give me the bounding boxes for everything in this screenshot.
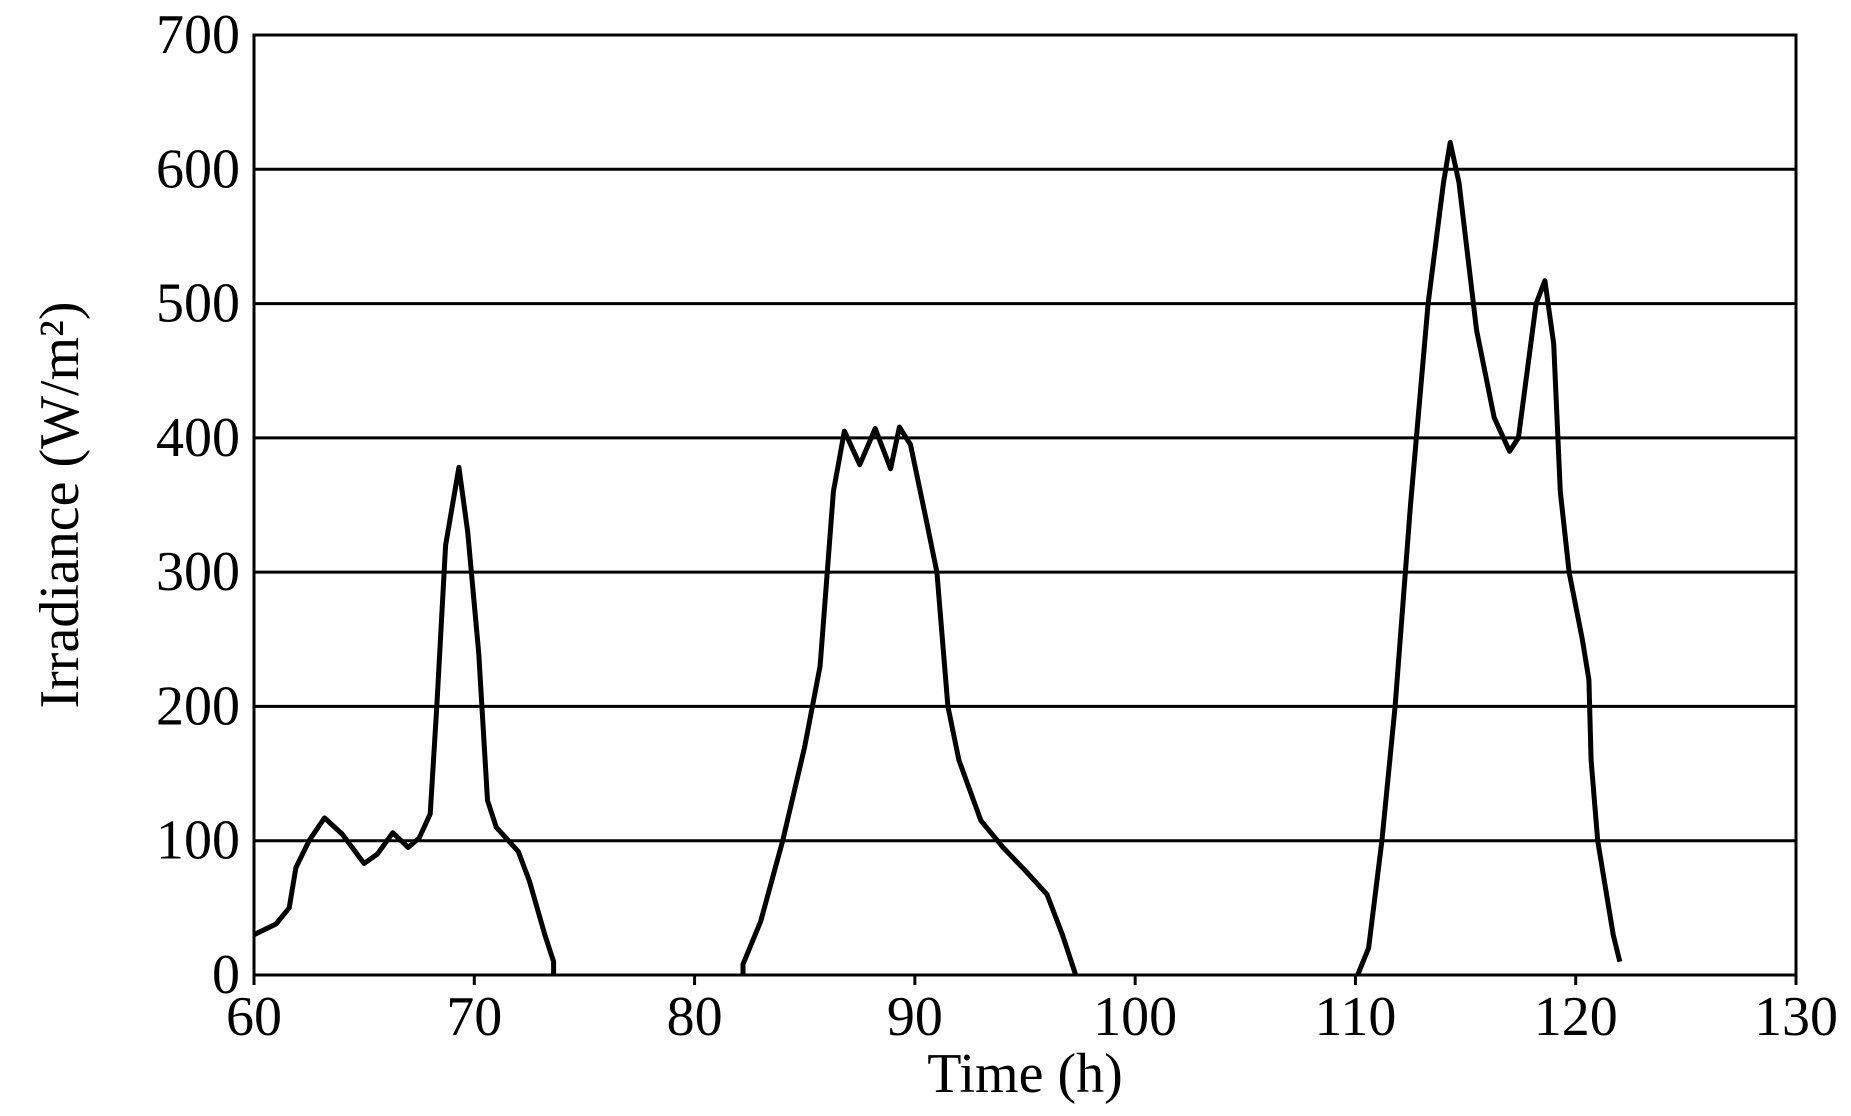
y-tick-label: 400 [156, 407, 240, 469]
y-tick-label: 700 [156, 4, 240, 66]
x-tick-label: 130 [1754, 986, 1838, 1048]
y-tick-label: 0 [212, 944, 240, 1006]
x-tick-label: 110 [1314, 986, 1396, 1048]
y-tick-label: 500 [156, 273, 240, 335]
x-tick-label: 120 [1534, 986, 1618, 1048]
x-axis-label: Time (h) [927, 1043, 1123, 1105]
y-tick-label: 100 [156, 810, 240, 872]
y-tick-label: 300 [156, 541, 240, 603]
plot-frame [252, 33, 1798, 977]
y-axis-label: Irradiance (W/m²) [29, 302, 91, 709]
y-tick-label: 600 [156, 138, 240, 200]
irradiance-line [252, 139, 1623, 976]
x-tick-label: 90 [887, 986, 943, 1048]
x-tick-label: 60 [226, 986, 282, 1048]
x-tick-label: 80 [667, 986, 723, 1048]
y-tick-label: 200 [156, 675, 240, 737]
x-tick-label: 100 [1093, 986, 1177, 1048]
x-tick-label: 70 [446, 986, 502, 1048]
